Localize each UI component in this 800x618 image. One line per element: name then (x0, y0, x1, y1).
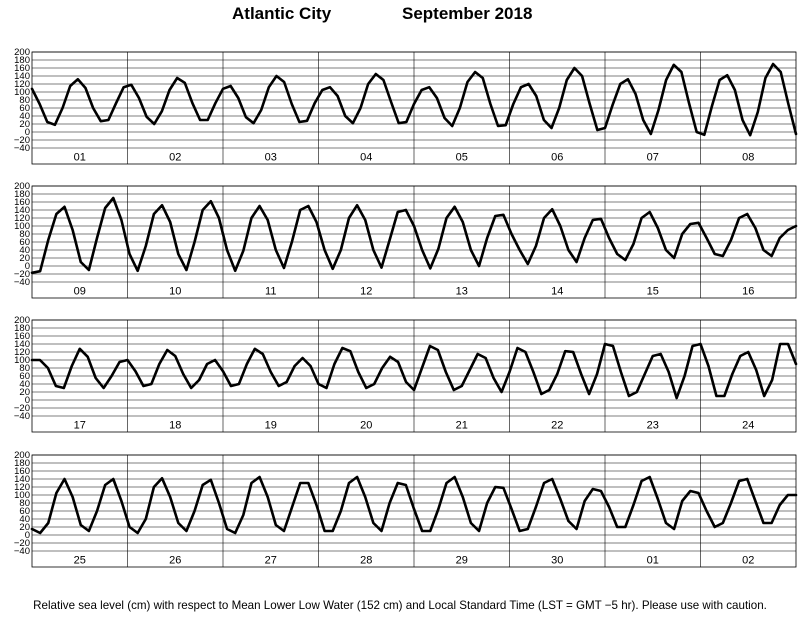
y-tick-label: 40 (19, 245, 30, 256)
y-tick-label: 60 (19, 103, 30, 114)
caption: Relative sea level (cm) with respect to … (33, 599, 767, 612)
y-tick-label: 140 (14, 474, 30, 485)
panel-frame (31, 185, 797, 299)
day-label: 01 (647, 555, 659, 567)
day-label: 29 (456, 555, 468, 567)
day-label: 27 (265, 555, 277, 567)
y-tick-label: 20 (19, 387, 30, 398)
y-tick-label: 160 (14, 197, 30, 208)
y-tick-label: 80 (19, 498, 30, 509)
tide-curve (30, 475, 798, 535)
y-tick-label: 20 (19, 522, 30, 533)
day-label: 02 (169, 152, 181, 164)
station-name: Atlantic City (232, 4, 332, 23)
day-label: 08 (742, 152, 754, 164)
tide-curve (30, 342, 798, 400)
tide-curve (30, 196, 798, 275)
y-tick-label: 0 (25, 261, 30, 272)
y-tick-label: 100 (14, 87, 30, 98)
y-tick-label: 140 (14, 339, 30, 350)
y-tick-label: 20 (19, 253, 30, 264)
y-tick-label: 60 (19, 371, 30, 382)
day-label: 03 (265, 152, 277, 164)
day-label: 19 (265, 420, 277, 432)
y-tick-label: 140 (14, 71, 30, 82)
y-tick-label: 0 (25, 127, 30, 138)
y-tick-label: 80 (19, 229, 30, 240)
day-label: 07 (647, 152, 659, 164)
panel-frame (31, 454, 797, 568)
day-label: 24 (742, 420, 754, 432)
y-tick-label: −40 (14, 411, 30, 422)
y-tick-label: 200 (14, 450, 30, 461)
y-tick-label: −20 (14, 269, 30, 280)
day-label: 17 (74, 420, 86, 432)
y-tick-label: 120 (14, 482, 30, 493)
y-tick-label: 100 (14, 490, 30, 501)
y-tick-label: 60 (19, 237, 30, 248)
day-label: 26 (169, 555, 181, 567)
day-label: 20 (360, 420, 372, 432)
y-tick-label: −40 (14, 277, 30, 288)
y-tick-label: 160 (14, 466, 30, 477)
y-tick-label: −40 (14, 546, 30, 557)
panel-frame (31, 319, 797, 433)
y-tick-label: 160 (14, 331, 30, 342)
y-tick-label: 60 (19, 506, 30, 517)
day-label: 14 (551, 286, 563, 298)
day-label: 11 (265, 286, 276, 298)
day-label: 16 (742, 286, 754, 298)
day-label: 02 (742, 555, 754, 567)
y-tick-label: 120 (14, 79, 30, 90)
y-tick-label: 80 (19, 95, 30, 106)
y-tick-label: 40 (19, 111, 30, 122)
y-tick-label: 20 (19, 119, 30, 130)
y-tick-label: 180 (14, 55, 30, 66)
y-tick-label: 120 (14, 213, 30, 224)
day-label: 13 (456, 286, 468, 298)
y-tick-label: 120 (14, 347, 30, 358)
day-label: 22 (551, 420, 563, 432)
day-label: 21 (456, 420, 468, 432)
y-tick-label: 200 (14, 181, 30, 192)
y-tick-label: 80 (19, 363, 30, 374)
y-tick-label: 40 (19, 379, 30, 390)
y-tick-label: −20 (14, 538, 30, 549)
day-label: 30 (551, 555, 563, 567)
y-tick-label: 200 (14, 315, 30, 326)
day-label: 18 (169, 420, 181, 432)
day-label: 09 (74, 286, 86, 298)
day-label: 01 (74, 152, 86, 164)
day-label: 05 (456, 152, 468, 164)
y-tick-label: 140 (14, 205, 30, 216)
day-label: 10 (169, 286, 181, 298)
y-tick-label: 100 (14, 355, 30, 366)
y-tick-label: 0 (25, 530, 30, 541)
day-label: 15 (647, 286, 659, 298)
y-tick-label: 40 (19, 514, 30, 525)
day-label: 25 (74, 555, 86, 567)
period-label: September 2018 (402, 4, 533, 23)
day-label: 12 (360, 286, 372, 298)
y-tick-label: −20 (14, 403, 30, 414)
panel-frame (31, 51, 797, 165)
y-tick-label: 0 (25, 395, 30, 406)
day-label: 06 (551, 152, 563, 164)
y-tick-label: −40 (14, 143, 30, 154)
y-tick-label: −20 (14, 135, 30, 146)
y-tick-label: 180 (14, 323, 30, 334)
day-label: 23 (647, 420, 659, 432)
day-label: 28 (360, 555, 372, 567)
day-label: 04 (360, 152, 372, 164)
y-tick-label: 100 (14, 221, 30, 232)
tide-curve (30, 62, 798, 137)
y-tick-label: 160 (14, 63, 30, 74)
y-tick-label: 200 (14, 47, 30, 58)
y-tick-label: 180 (14, 458, 30, 469)
y-tick-label: 180 (14, 189, 30, 200)
chart-title: Atlantic City September 2018 (0, 4, 800, 26)
